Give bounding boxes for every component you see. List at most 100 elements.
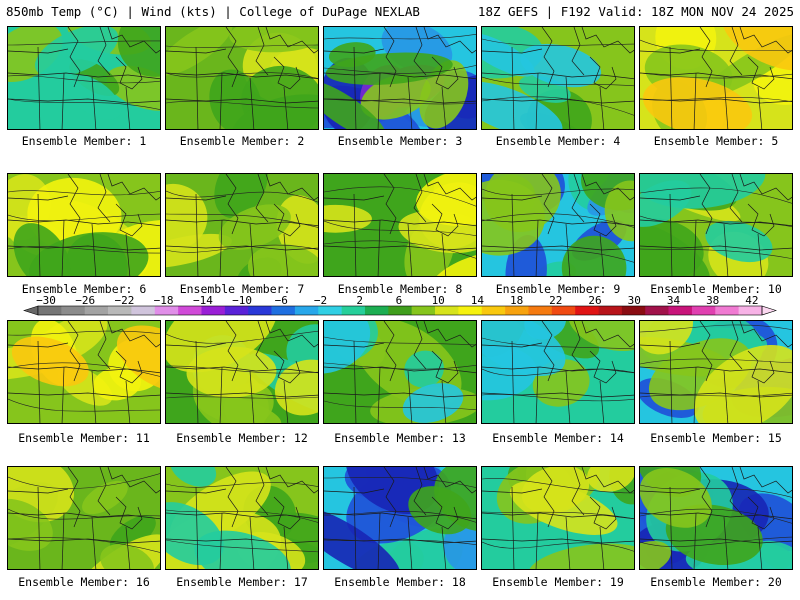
temperature-shading: [82, 480, 128, 515]
ensemble-member-label: Ensemble Member: 17: [176, 575, 308, 589]
state-boundary: [353, 340, 357, 423]
ensemble-member-label: Ensemble Member: 8: [337, 282, 463, 296]
state-boundary: [482, 488, 543, 494]
state-boundary: [441, 233, 447, 276]
contour-line: [166, 72, 318, 79]
contour-line: [166, 365, 318, 374]
colorbar-tick-label: 18: [510, 296, 523, 307]
contour-line: [482, 188, 634, 196]
contour-line: [8, 213, 160, 222]
state-boundary: [61, 366, 65, 423]
colorbar-tick-label: −26: [75, 296, 95, 307]
temperature-map: [166, 467, 318, 569]
state-boundary: [383, 467, 397, 528]
temperature-map: [640, 467, 792, 569]
state-boundary: [283, 380, 289, 423]
contour-line: [166, 213, 318, 228]
state-boundary: [640, 245, 792, 251]
temperature-shading: [231, 94, 318, 129]
state-boundary: [693, 512, 697, 569]
state-boundary: [423, 321, 476, 348]
ensemble-member-map: [639, 466, 793, 570]
state-boundary: [565, 516, 571, 569]
state-boundary: [747, 496, 775, 530]
state-boundary: [115, 203, 143, 237]
contour-line: [324, 33, 476, 40]
state-boundary: [195, 46, 199, 129]
contour-line: [8, 473, 160, 489]
colorbar-tick-label: −6: [275, 296, 288, 307]
state-boundary: [166, 342, 227, 348]
temperature-shading: [482, 345, 537, 401]
ensemble-member-map: [165, 466, 319, 570]
temperature-map: [324, 27, 476, 129]
colorbar-swatch: [224, 306, 249, 315]
state-boundary: [413, 174, 427, 223]
ensemble-member-label: Ensemble Member: 1: [21, 134, 147, 148]
state-boundary: [589, 203, 617, 237]
state-boundary: [482, 245, 634, 251]
state-boundary: [249, 76, 255, 129]
state-boundary: [723, 516, 729, 569]
ensemble-member-map: [639, 320, 793, 424]
state-boundary: [166, 72, 318, 80]
colorbar-tick-label: −18: [154, 296, 174, 307]
state-boundary: [589, 496, 617, 530]
ensemble-member-map: [323, 173, 477, 277]
state-boundary: [581, 174, 634, 201]
temperature-map: [8, 27, 160, 129]
colorbar-tick-label: 42: [745, 296, 758, 307]
colorbar-tick-label: −2: [314, 296, 327, 307]
temperature-shading: [416, 174, 476, 226]
colorbar-tick-label: 38: [706, 296, 719, 307]
colorbar-swatch: [341, 306, 366, 315]
state-boundary: [255, 27, 269, 76]
contour-line: [8, 246, 160, 254]
state-boundary: [640, 72, 792, 80]
ensemble-member-map: [165, 173, 319, 277]
colorbar-swatch: [715, 306, 739, 315]
state-boundary: [219, 366, 223, 423]
temperature-shading: [528, 543, 634, 569]
state-boundary: [166, 366, 318, 374]
state-boundary: [324, 342, 385, 348]
contour-line: [482, 478, 634, 494]
state-boundary: [739, 467, 792, 494]
state-boundary: [541, 174, 555, 235]
state-boundary: [107, 321, 160, 348]
temperature-map: [640, 174, 792, 276]
colorbar-swatch: [201, 306, 226, 315]
colorbar-swatch: [435, 306, 459, 315]
temperature-shading: [186, 346, 277, 398]
colorbar-outline: [37, 305, 763, 316]
state-boundary: [431, 350, 459, 384]
contour-line: [640, 508, 792, 524]
state-boundary: [265, 27, 318, 54]
state-boundary: [729, 174, 743, 223]
state-boundary: [482, 342, 543, 348]
state-boundary: [273, 56, 301, 90]
temperature-shading: [640, 180, 692, 227]
ensemble-member-map: [7, 173, 161, 277]
temperature-shading: [170, 467, 217, 487]
colorbar-swatch: [108, 306, 132, 315]
contour-line: [324, 186, 476, 207]
state-boundary: [8, 488, 69, 494]
temperature-map: [324, 321, 476, 423]
state-boundary: [640, 488, 701, 494]
contour-line: [640, 536, 792, 547]
ensemble-member-label: Ensemble Member: 4: [495, 134, 621, 148]
state-boundary: [166, 245, 318, 251]
colorbar-arrow-right: [761, 305, 777, 316]
contour-line: [8, 362, 160, 377]
contour-line: [482, 249, 634, 263]
contour-line: [8, 75, 160, 84]
state-boundary: [482, 72, 634, 80]
contour-line: [8, 98, 160, 110]
state-boundary: [67, 27, 81, 88]
contour-line: [640, 215, 792, 227]
ensemble-member-label: Ensemble Member: 2: [179, 134, 305, 148]
state-boundary: [166, 195, 227, 201]
state-boundary: [249, 516, 255, 569]
state-boundary: [589, 350, 617, 384]
